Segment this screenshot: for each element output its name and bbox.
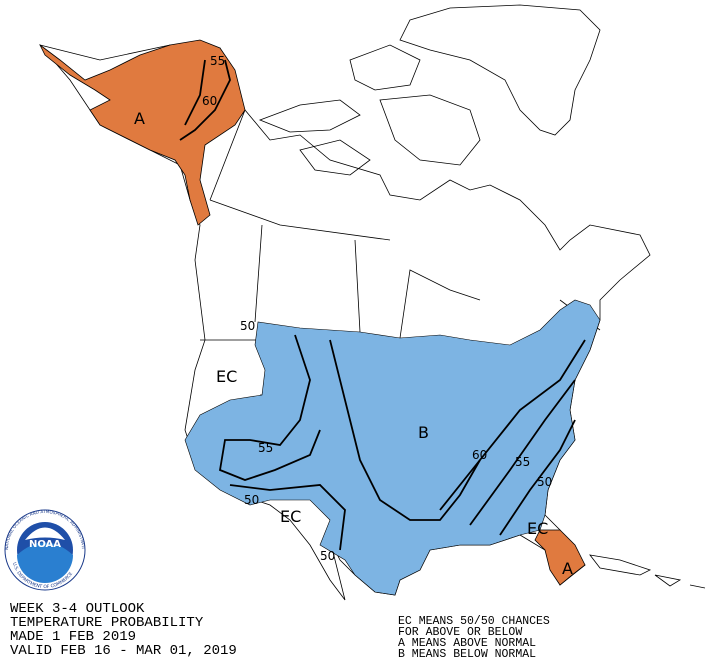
- logo-wave: [17, 542, 73, 583]
- contour-label: 55: [515, 455, 530, 469]
- region-label: EC: [280, 507, 301, 526]
- logo-gull: [25, 527, 65, 540]
- legend-line: A MEANS ABOVE NORMAL: [398, 637, 536, 650]
- conus-below-area: [184, 299, 601, 596]
- alaska-above-area: [39, 39, 246, 226]
- title-line: WEEK 3-4 OUTLOOK: [10, 601, 145, 617]
- contour-label: 50: [537, 475, 552, 489]
- contour-line: [184, 59, 206, 126]
- logo-text: NOAA: [29, 539, 61, 550]
- region-label: B: [418, 423, 429, 442]
- title-line: TEMPERATURE PROBABILITY: [10, 615, 204, 631]
- contour-line: [229, 484, 346, 551]
- caribbean: [589, 554, 706, 589]
- title-line: VALID FEB 16 - MAR 01, 2019: [10, 643, 237, 659]
- contour-label: 50: [320, 549, 335, 563]
- contour-line: [499, 419, 576, 536]
- contour-label: 60: [472, 448, 487, 462]
- contour-line: [439, 339, 586, 511]
- contour-label: 55: [258, 441, 273, 455]
- contour-label: 60: [202, 94, 217, 108]
- region-label: A: [562, 559, 573, 578]
- title-line: MADE 1 FEB 2019: [10, 629, 136, 645]
- contour-line: [179, 59, 231, 141]
- contour-label: 50: [244, 493, 259, 507]
- greenland: [399, 4, 601, 136]
- title-block: WEEK 3-4 OUTLOOK TEMPERATURE PROBABILITY…: [10, 601, 237, 659]
- contour-line: [469, 379, 576, 526]
- legend-line: FOR ABOVE OR BELOW: [398, 626, 522, 639]
- contour-label: 55: [210, 54, 225, 68]
- region-label: EC: [216, 367, 237, 386]
- contour-line: [329, 339, 481, 521]
- legend-line: EC MEANS 50/50 CHANCES: [398, 615, 550, 628]
- legend-line: B MEANS BELOW NORMAL: [398, 648, 536, 661]
- florida-above-area: [534, 529, 586, 586]
- contour-label: 50: [240, 319, 255, 333]
- arctic-islands: [258, 44, 481, 176]
- region-label: A: [134, 109, 145, 128]
- region-label: EC: [527, 519, 548, 538]
- contour-line: [218, 334, 321, 481]
- legend-block: EC MEANS 50/50 CHANCES FOR ABOVE OR BELO…: [398, 615, 550, 661]
